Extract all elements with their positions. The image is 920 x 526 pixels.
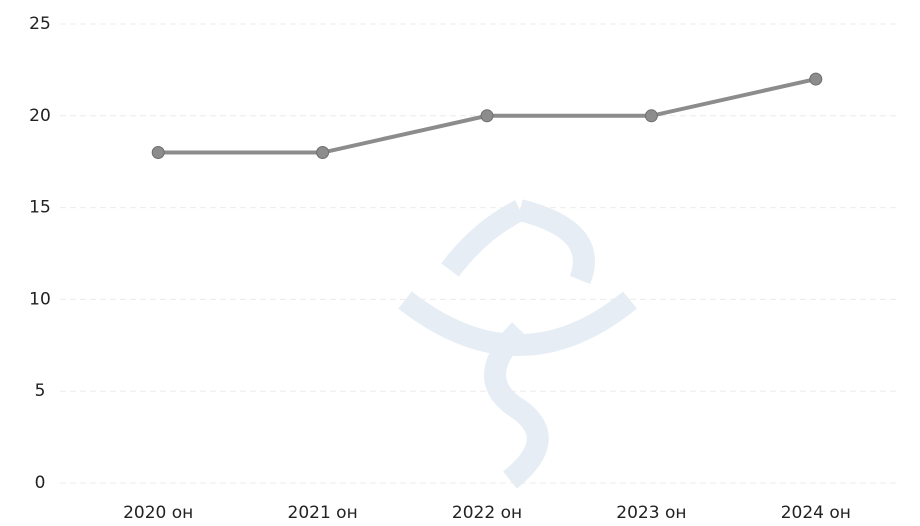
y-tick-label: 20: [29, 106, 51, 126]
point: [809, 72, 823, 86]
x-tick-label: 2023 он: [616, 503, 686, 523]
y-tick-label: 5: [35, 381, 46, 401]
x-tick-label: 2020 он: [123, 503, 193, 523]
y-tick-label: 25: [29, 14, 51, 34]
point: [480, 109, 494, 123]
x-tick-label: 2022 он: [452, 503, 522, 523]
y-tick-label: 10: [29, 289, 51, 309]
y-tick-label: 15: [29, 198, 51, 218]
point: [644, 109, 658, 123]
x-tick-label: 2024 он: [781, 503, 851, 523]
point: [316, 146, 330, 160]
watermark-snake: [441, 199, 595, 285]
watermark-stem: [484, 322, 549, 489]
watermark: [398, 199, 637, 489]
point: [151, 146, 165, 160]
y-tick-label: 0: [35, 473, 46, 493]
x-tick-label: 2021 он: [288, 503, 358, 523]
watermark-bowl: [398, 291, 637, 356]
